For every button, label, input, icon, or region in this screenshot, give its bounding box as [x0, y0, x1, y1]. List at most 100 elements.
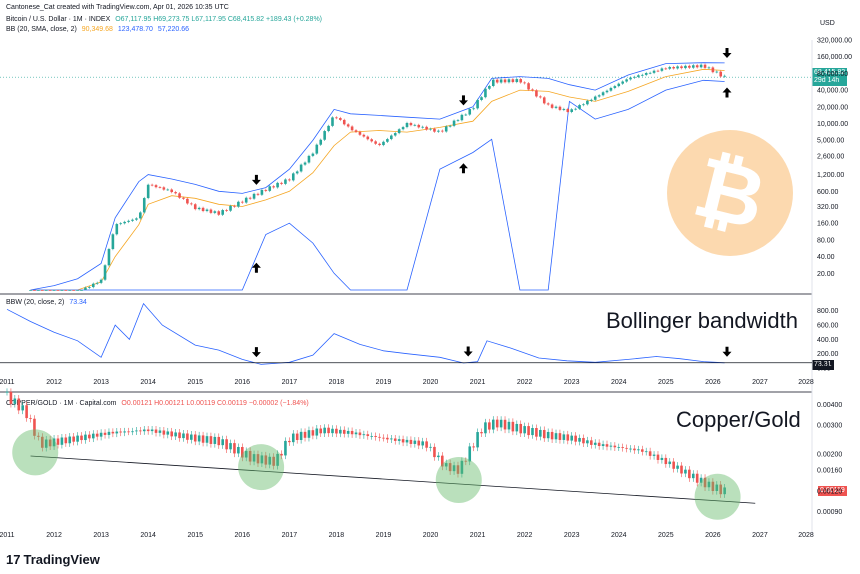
btc-candle [656, 70, 660, 72]
middle-x-tick-label: 2012 [46, 379, 62, 386]
copper-y-tick-label: 0.00090 [817, 509, 842, 516]
copper-candle [488, 422, 491, 430]
bb-legend[interactable]: BB (20, SMA, close, 2) 90,349.68 123,478… [6, 25, 192, 34]
btc-candle [240, 201, 244, 203]
btc-candle [256, 193, 260, 195]
middle-x-tick-label: 2021 [470, 379, 486, 386]
copper-candle [680, 465, 683, 474]
copper-candle [558, 433, 562, 440]
copper-candle [707, 481, 711, 488]
copper-candle [464, 460, 468, 462]
btc-candle [601, 92, 605, 96]
copper-candle [699, 477, 703, 483]
btc-candle [703, 64, 707, 68]
btc-candle [570, 109, 574, 112]
middle-x-tick-label: 2017 [282, 379, 298, 386]
btc-candle [186, 198, 189, 204]
btc-candle [182, 197, 185, 199]
copper-candle [444, 463, 448, 467]
btc-candle [288, 179, 291, 181]
copper-candle [637, 449, 640, 451]
btc-candle [405, 122, 409, 128]
copper-candle [382, 437, 385, 439]
ohlc-values: O67,117.95 H69,273.75 L67,117.95 C68,415… [115, 16, 322, 23]
copper-candle [260, 455, 264, 464]
btc-candle [146, 184, 150, 199]
btc-y-tick-label: 80.00 [817, 237, 835, 244]
copper-legend[interactable]: COPPER/GOLD · 1M · Capital.com O0.00121 … [6, 399, 312, 408]
btc-y-tick-label: 160.00 [817, 221, 839, 228]
bottom-x-tick-label: 2026 [705, 532, 721, 539]
btc-candle [672, 66, 675, 69]
btc-candle [488, 86, 491, 89]
copper-candle [374, 435, 377, 437]
copper-candle [437, 455, 440, 458]
btc-candle [523, 82, 526, 84]
copper-candle [672, 461, 675, 469]
btc-candle [237, 201, 240, 207]
copper-candle [339, 429, 342, 434]
btc-candle [107, 249, 111, 266]
copper-label: COPPER/GOLD · 1M · Capital.com [6, 400, 117, 407]
copper-candle [523, 426, 526, 434]
copper-candle [21, 405, 24, 411]
copper-candle [72, 436, 75, 442]
copper-candle [601, 444, 605, 447]
btc-candle [578, 105, 581, 109]
copper-candle [80, 435, 83, 441]
copper-candle [84, 434, 87, 441]
bbw-legend[interactable]: BBW (20, close, 2) 73.34 [6, 298, 90, 307]
currency-label[interactable]: USD [820, 20, 835, 27]
copper-candle [268, 456, 272, 465]
copper-candle [119, 431, 123, 433]
bottom-x-tick-label: 2021 [470, 532, 486, 539]
btc-candle [688, 65, 691, 68]
tradingview-logo[interactable]: 17 TradingView [6, 552, 100, 567]
middle-x-tick-label: 2019 [376, 379, 392, 386]
btc-candle [507, 79, 511, 83]
copper-candle [433, 446, 436, 458]
copper-candle [9, 391, 13, 404]
btc-candle [719, 71, 723, 77]
copper-candle [174, 432, 177, 437]
copper-candle [99, 432, 103, 437]
bb-basis-line [30, 68, 725, 291]
copper-candle [48, 439, 52, 447]
copper-candle [182, 433, 185, 439]
btc-candle [95, 282, 99, 284]
arrow-up-icon [251, 262, 261, 273]
btc-candle [48, 290, 52, 291]
copper-candle [311, 430, 315, 436]
btc-candle [425, 126, 428, 130]
copper-candle [401, 439, 405, 443]
arrow-up-icon [722, 87, 732, 98]
copper-candle [460, 460, 464, 474]
copper-candle [115, 431, 119, 434]
copper-candle [197, 435, 201, 442]
btc-candle [574, 108, 577, 110]
btc-candle [335, 117, 338, 119]
btc-candle [225, 210, 228, 211]
bbw-pane [0, 302, 812, 365]
bb-lower-line [30, 79, 725, 291]
copper-candle [276, 453, 279, 466]
btc-candle [88, 287, 91, 288]
copper-candle [5, 391, 9, 393]
btc-candle [464, 114, 468, 116]
btc-candle [652, 70, 656, 73]
copper-candle [127, 431, 130, 433]
bottom-x-tick-label: 2016 [235, 532, 251, 539]
bollinger-bandwidth-label: Bollinger bandwidth [606, 308, 799, 333]
copper-candle [582, 437, 585, 444]
btc-candle [158, 187, 162, 188]
copper-candle [233, 443, 236, 454]
symbol-legend[interactable]: Bitcoin / U.S. Dollar · 1M · INDEX O67,1… [6, 15, 325, 24]
copper-candle [393, 438, 397, 441]
btc-candle [64, 290, 68, 291]
btc-candle [135, 218, 138, 220]
attribution: Cantonese_Cat created with TradingView.c… [6, 4, 229, 11]
copper-candle [319, 428, 323, 434]
copper-candle [131, 431, 134, 433]
copper-candle [327, 427, 330, 434]
